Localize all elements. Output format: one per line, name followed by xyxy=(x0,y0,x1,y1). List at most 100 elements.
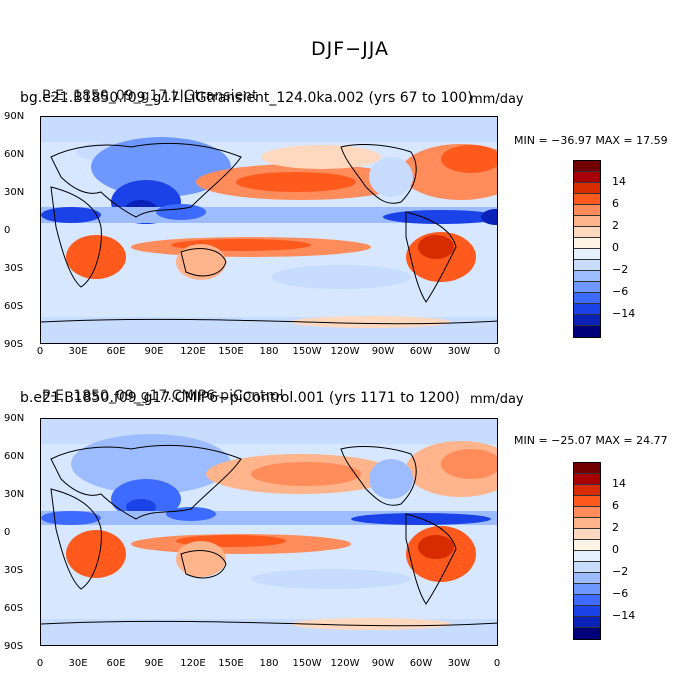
colorbar-cell xyxy=(574,496,600,507)
panel-2-lat-tick: 30N xyxy=(4,489,25,500)
panel-1-lon-tick: 150W xyxy=(292,346,322,357)
australia-red xyxy=(176,541,226,577)
colorbar-cell xyxy=(574,183,600,194)
colorbar-cell xyxy=(574,227,600,238)
panel-1-title: bg.e21.B1850.f09_g17.LIGtransient_124.0k… xyxy=(20,90,473,106)
colorbar-tick-label: 14 xyxy=(612,477,626,490)
colorbar-tick-label: −6 xyxy=(612,587,629,600)
north-pacific-core xyxy=(251,462,361,486)
figure-title: DJF−JJA xyxy=(311,38,389,60)
colorbar-cell xyxy=(574,529,600,540)
colorbar-tick-label: −2 xyxy=(612,565,629,578)
amazon-red-core xyxy=(418,235,454,259)
colorbar-tick-label: 14 xyxy=(612,175,626,188)
panel-2-lon-tick: 90E xyxy=(144,658,164,669)
colorbar-tick-label: 6 xyxy=(612,499,619,512)
australia-red xyxy=(176,244,226,280)
panel-1-map xyxy=(40,116,498,344)
panel-1-lon-tick: 60W xyxy=(409,346,433,357)
panel-1-lon-tick: 60E xyxy=(106,346,126,357)
colorbar-cell xyxy=(574,540,600,551)
panel-2-map-svg xyxy=(41,419,497,645)
colorbar-cell xyxy=(574,304,600,315)
colorbar-cell xyxy=(574,282,600,293)
colorbar-cell xyxy=(574,628,600,639)
panel-1-lon-tick: 30W xyxy=(447,346,471,357)
panel-2-lon-tick: 180 xyxy=(259,658,279,669)
panel-2-colorbar xyxy=(573,462,601,640)
atlantic-itcz-blue xyxy=(41,207,101,223)
panel-1-lon-tick: 120E xyxy=(180,346,206,357)
colorbar-cell xyxy=(574,562,600,573)
atlantic-itcz-core xyxy=(481,209,497,225)
panel-2-lon-tick: 30E xyxy=(68,658,88,669)
coastlines xyxy=(41,444,497,627)
panel-1-lat-tick: 90N xyxy=(4,111,25,122)
panel-2-units: mm/day xyxy=(470,392,524,407)
panel-1-units: mm/day xyxy=(470,92,524,107)
north-america-blue xyxy=(369,459,413,499)
panel-2-map xyxy=(40,418,498,646)
colorbar-cell xyxy=(574,161,600,172)
south-africa-red xyxy=(66,530,126,578)
colorbar-cell xyxy=(574,315,600,326)
panel-2-lon-tick: 120W xyxy=(330,658,360,669)
colorbar-cell xyxy=(574,194,600,205)
colorbar-cell xyxy=(574,573,600,584)
panel-2-lon-tick: 0 xyxy=(36,658,44,669)
north-america-coast xyxy=(340,446,417,506)
south-pacific-blue xyxy=(271,265,411,289)
panel-2-lon-tick: 60W xyxy=(409,658,433,669)
atlantic-itcz-blue xyxy=(41,511,101,525)
colorbar-cell xyxy=(574,485,600,496)
colorbar-cell xyxy=(574,172,600,183)
colorbar-cell xyxy=(574,260,600,271)
south-africa-red xyxy=(66,235,126,279)
panel-2-lon-tick: 0 xyxy=(493,658,501,669)
eurasia-coast xyxy=(50,444,242,520)
colorbar-tick-label: −14 xyxy=(612,609,636,622)
colorbar-cell xyxy=(574,474,600,485)
colorbar-cell xyxy=(574,271,600,282)
colorbar-cell xyxy=(574,551,600,562)
panel-1-lon-tick: 180 xyxy=(259,346,279,357)
colorbar-cell xyxy=(574,518,600,529)
southern-ocean-light xyxy=(291,618,451,630)
south-america-coast xyxy=(405,513,457,605)
panel-2-over-title: P-E: 1850_09_g17.CMIP6-piControl xyxy=(42,388,284,404)
colorbar-cell xyxy=(574,216,600,227)
panel-1-lon-tick: 30E xyxy=(68,346,88,357)
asia-blue-field xyxy=(71,434,231,494)
panel-1-lon-tick: 120W xyxy=(330,346,360,357)
africa-coast xyxy=(50,186,102,288)
panel-1-lon-tick: 0 xyxy=(493,346,501,357)
colorbar-cell xyxy=(574,606,600,617)
panel-2-lon-tick: 150E xyxy=(218,658,244,669)
colorbar-cell xyxy=(574,507,600,518)
panel-2-lat-tick: 90N xyxy=(4,413,25,424)
colorbar-tick-label: 6 xyxy=(612,197,619,210)
colorbar-cell xyxy=(574,595,600,606)
australia-coast xyxy=(180,248,227,277)
panel-2-lat-tick: 60N xyxy=(4,451,25,462)
panel-1-lon-tick: 90E xyxy=(144,346,164,357)
panel-1-lon-tick: 0 xyxy=(36,346,44,357)
antarctica-coast xyxy=(41,318,497,325)
maritime-blue xyxy=(156,204,206,220)
panel-2-stats: MIN = −25.07 MAX = 24.77 xyxy=(514,434,668,447)
amazon-red-core xyxy=(418,535,454,559)
southern-ocean-light xyxy=(291,316,451,328)
arctic-band xyxy=(41,117,497,142)
antarctica-coast xyxy=(41,620,497,627)
panel-1-lat-tick: 0 xyxy=(4,225,11,236)
colorbar-tick-label: −14 xyxy=(612,307,636,320)
colorbar-tick-label: −2 xyxy=(612,263,629,276)
panel-1-lon-tick: 150E xyxy=(218,346,244,357)
eurasia-coast xyxy=(50,142,242,218)
panel-2-lon-tick: 30W xyxy=(447,658,471,669)
colorbar-tick-label: 0 xyxy=(612,543,619,556)
panel-1-lat-tick: 60N xyxy=(4,149,25,160)
panel-2-lat-tick: 90S xyxy=(4,641,24,652)
panel-2-title: b.e21.B1850.f09_g17.CMIP6−piControl.001 … xyxy=(20,390,460,406)
colorbar-tick-label: 2 xyxy=(612,521,619,534)
